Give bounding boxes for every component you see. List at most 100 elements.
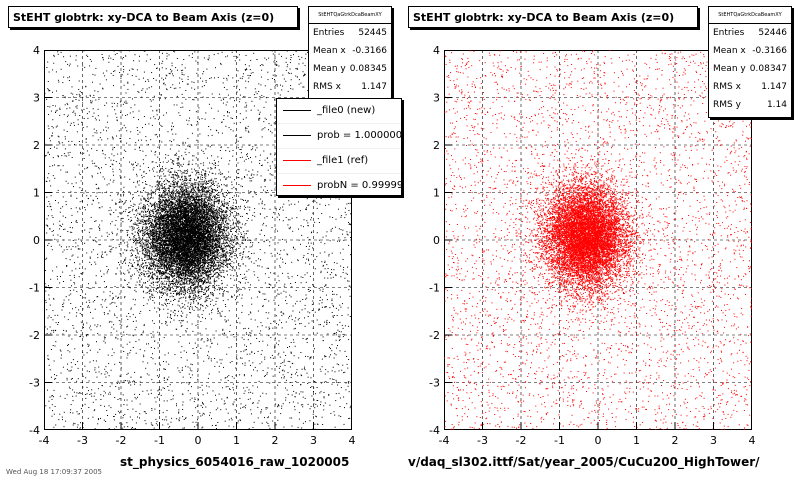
left-data-point [53, 413, 55, 415]
left-data-point [148, 268, 150, 270]
left-data-point [54, 164, 55, 166]
left-data-point [219, 313, 221, 315]
left-data-point [202, 264, 203, 266]
left-data-point [74, 114, 76, 116]
left-data-point [246, 220, 248, 222]
left-data-point [146, 241, 148, 243]
left-data-point [298, 83, 300, 85]
left-data-point [142, 127, 143, 129]
left-data-point [189, 274, 191, 276]
left-data-point [181, 203, 183, 205]
left-data-point [179, 193, 181, 195]
left-data-point [156, 219, 158, 220]
left-data-point [155, 278, 157, 279]
left-data-point [154, 229, 156, 231]
left-data-point [132, 169, 134, 171]
left-data-point [275, 166, 277, 168]
left-data-point [222, 259, 224, 261]
left-data-point [307, 222, 309, 224]
left-data-point [161, 229, 163, 231]
left-data-point [181, 302, 183, 304]
left-data-point [192, 197, 194, 199]
left-data-point [47, 215, 49, 217]
left-data-point [108, 55, 110, 57]
left-data-point [85, 95, 87, 97]
left-data-point [212, 242, 214, 244]
left-data-point [211, 182, 213, 184]
left-data-point [173, 203, 175, 205]
left-data-point [329, 378, 331, 380]
left-data-point [237, 169, 239, 171]
left-data-point [201, 149, 203, 151]
left-data-point [220, 379, 222, 381]
left-data-point [233, 255, 235, 257]
left-data-point [279, 356, 281, 358]
left-data-point [200, 218, 202, 220]
left-data-point [239, 265, 241, 267]
left-data-point [156, 221, 158, 223]
left-data-point [194, 306, 196, 308]
left-data-point [132, 408, 134, 410]
left-data-point [202, 262, 204, 264]
left-data-point [157, 146, 159, 148]
left-data-point [197, 61, 199, 63]
left-data-point [123, 203, 125, 205]
left-data-point [294, 406, 296, 408]
left-data-point [71, 378, 73, 379]
left-data-point [172, 211, 174, 213]
left-data-point [347, 367, 349, 369]
left-data-point [136, 69, 138, 71]
left-data-point [260, 165, 262, 166]
left-data-point [334, 226, 336, 228]
left-data-point [142, 262, 144, 264]
left-data-point [223, 214, 225, 216]
left-data-point [182, 261, 184, 263]
left-data-point [186, 208, 188, 209]
left-data-point [248, 131, 250, 133]
left-data-point [229, 229, 231, 231]
left-data-point [205, 273, 207, 275]
left-data-point [66, 377, 68, 379]
left-data-point [150, 117, 152, 119]
left-data-point [163, 272, 165, 274]
left-data-point [194, 216, 196, 218]
left-data-point [257, 265, 259, 267]
left-data-point [162, 246, 163, 248]
left-data-point [171, 217, 173, 219]
left-data-point [197, 264, 199, 266]
left-data-point [111, 298, 113, 300]
left-data-point [216, 399, 217, 401]
left-data-point [148, 219, 150, 220]
left-data-point [202, 310, 204, 312]
left-data-point [190, 312, 192, 314]
left-data-point [127, 269, 129, 271]
left-data-point [232, 404, 234, 406]
left-data-point [287, 64, 289, 66]
left-data-point [88, 231, 90, 233]
left-data-point [192, 202, 194, 204]
left-data-point [302, 86, 304, 88]
left-data-point [90, 329, 92, 331]
left-data-point [205, 221, 207, 222]
left-data-point [158, 221, 160, 223]
left-data-point [67, 121, 69, 123]
left-data-point [153, 273, 155, 275]
left-data-point [178, 213, 179, 215]
left-data-point [201, 248, 203, 250]
left-data-point [219, 315, 221, 317]
left-data-point [226, 203, 228, 205]
left-data-point [207, 282, 209, 284]
left-data-point [257, 386, 258, 388]
left-data-point [214, 285, 216, 287]
left-data-point [241, 234, 243, 235]
left-data-point [146, 244, 148, 246]
left-data-point [212, 231, 214, 233]
left-data-point [325, 381, 327, 382]
left-data-point [170, 260, 172, 262]
left-data-point [203, 229, 205, 231]
left-data-point [137, 261, 139, 263]
left-data-point [180, 244, 182, 246]
left-data-point [151, 282, 153, 284]
left-data-point [142, 182, 144, 184]
left-data-point [236, 362, 238, 364]
